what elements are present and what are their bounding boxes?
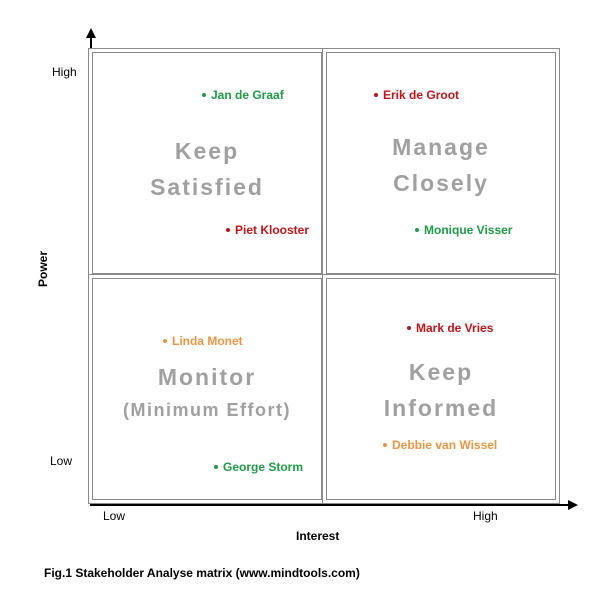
y-axis-title: Power bbox=[36, 251, 50, 288]
stakeholder-george-storm: George Storm bbox=[214, 460, 303, 474]
stakeholder-name: Erik de Groot bbox=[383, 88, 460, 102]
stakeholder-name: Jan de Graaf bbox=[211, 88, 284, 102]
bullet-icon bbox=[383, 442, 387, 447]
quadrant-keep-satisfied: Keep Satisfied bbox=[92, 52, 322, 274]
figure-caption: Fig.1 Stakeholder Analyse matrix (www.mi… bbox=[44, 566, 360, 580]
y-axis-low-label: Low bbox=[50, 454, 73, 468]
bullet-icon bbox=[407, 325, 411, 330]
quadrant-title-line2: (Minimum Effort) bbox=[123, 400, 291, 420]
bullet-icon bbox=[202, 92, 206, 97]
stakeholder-name: Piet Klooster bbox=[235, 223, 310, 237]
y-axis-line bbox=[90, 36, 92, 506]
stakeholder-name: George Storm bbox=[223, 460, 304, 474]
x-axis-high-label: High bbox=[473, 509, 498, 523]
stakeholder-name: Mark de Vries bbox=[416, 321, 494, 335]
bullet-icon bbox=[163, 338, 167, 343]
x-axis-arrow-icon bbox=[568, 500, 578, 510]
stakeholder-mark-de-vries: Mark de Vries bbox=[407, 321, 493, 335]
quadrant-keep-informed: Keep Informed bbox=[326, 278, 556, 500]
bullet-icon bbox=[374, 92, 378, 97]
stakeholder-name: Debbie van Wissel bbox=[392, 438, 498, 452]
stakeholder-jan-de-graaf: Jan de Graaf bbox=[202, 88, 284, 102]
quadrant-monitor: Monitor (Minimum Effort) bbox=[92, 278, 322, 500]
quadrant-title-line1: Monitor bbox=[157, 364, 257, 390]
bullet-icon bbox=[226, 227, 230, 232]
quadrant-title-line1: Keep bbox=[174, 138, 240, 164]
quadrant-title-line2: Satisfied bbox=[150, 174, 264, 200]
stakeholder-name: Linda Monet bbox=[172, 334, 243, 348]
bullet-icon bbox=[214, 464, 218, 469]
stakeholder-name: Monique Visser bbox=[424, 223, 513, 237]
bullet-icon bbox=[415, 227, 419, 232]
y-axis-high-label: High bbox=[52, 65, 77, 79]
quadrant-title-line2: Informed bbox=[383, 395, 499, 421]
x-axis-low-label: Low bbox=[103, 509, 126, 523]
stakeholder-piet-klooster: Piet Klooster bbox=[226, 223, 309, 237]
quadrant-manage-closely: Manage Closely bbox=[326, 52, 556, 274]
quadrant-title-line1: Manage bbox=[392, 134, 490, 160]
stakeholder-monique-visser: Monique Visser bbox=[415, 223, 512, 237]
quadrant-title-line2: Closely bbox=[393, 170, 489, 196]
y-axis-arrow-icon bbox=[86, 28, 96, 38]
stakeholder-erik-de-groot: Erik de Groot bbox=[374, 88, 459, 102]
stakeholder-debbie-van-wissel: Debbie van Wissel bbox=[383, 438, 497, 452]
stakeholder-linda-monet: Linda Monet bbox=[163, 334, 243, 348]
quadrant-title-line1: Keep bbox=[408, 359, 474, 385]
x-axis-line bbox=[90, 504, 570, 506]
x-axis-title: Interest bbox=[296, 529, 340, 543]
